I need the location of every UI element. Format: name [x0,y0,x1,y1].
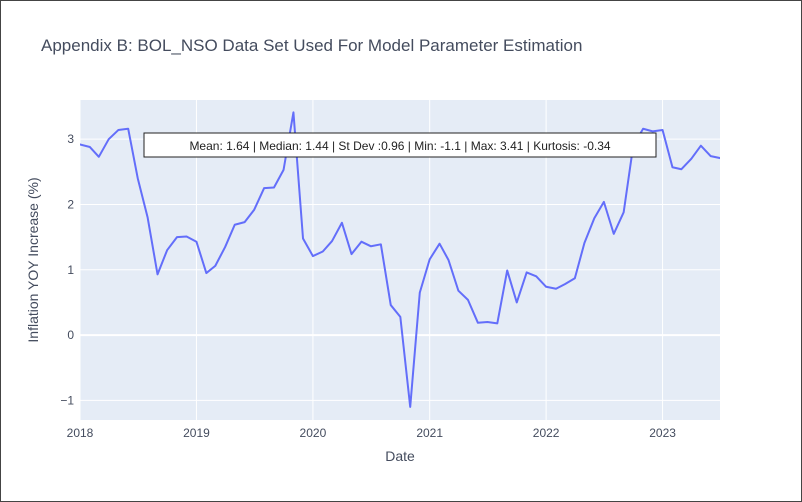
x-tick-label: 2022 [533,426,560,440]
x-tick-label: 2019 [183,426,210,440]
y-axis-title: Inflation YOY Increase (%) [25,177,41,342]
x-tick-label: 2021 [416,426,443,440]
y-tick-label: 3 [67,132,74,146]
y-tick-label: −1 [60,393,74,407]
x-tick-labels: 2018 2019 2020 2021 2022 2023 [67,426,677,440]
series-line [80,111,720,408]
x-axis-title: Date [385,448,415,464]
y-tick-label: 0 [67,328,74,342]
chart-title: Appendix B: BOL_NSO Data Set Used For Mo… [41,36,582,55]
series-layer [80,111,720,408]
y-tick-labels: −1 0 1 2 3 [60,132,74,407]
y-tick-label: 2 [67,197,74,211]
y-tick-label: 1 [67,263,74,277]
x-tick-label: 2018 [67,426,94,440]
x-tick-label: 2023 [649,426,676,440]
summary-annotation: Mean: 1.64 | Median: 1.44 | St Dev :0.96… [143,132,657,158]
x-tick-label: 2020 [300,426,327,440]
annotation-text: Mean: 1.64 | Median: 1.44 | St Dev :0.96… [189,139,610,153]
annotation-box [143,132,657,158]
